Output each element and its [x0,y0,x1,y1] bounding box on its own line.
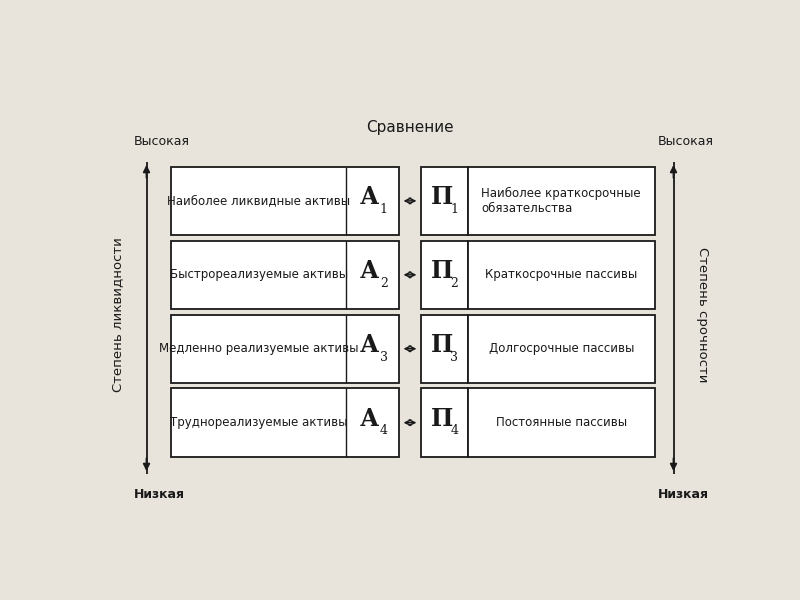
Bar [171,167,399,235]
Text: Высокая: Высокая [134,135,190,148]
Text: Медленно реализуемые активы: Медленно реализуемые активы [159,342,358,355]
Text: 3: 3 [450,350,458,364]
Text: 4: 4 [450,424,458,437]
Text: Постоянные пассивы: Постоянные пассивы [496,416,627,429]
Bar [468,167,655,235]
Bar [468,241,655,309]
Bar [468,388,655,457]
Text: Низкая: Низкая [658,488,709,501]
Text: А: А [360,185,379,209]
Text: Труднореализуемые активы: Труднореализуемые активы [170,416,347,429]
Text: 4: 4 [380,424,388,437]
Bar [421,167,468,235]
Bar [171,314,399,383]
Text: 2: 2 [380,277,387,290]
Text: Степень ликвидности: Степень ликвидности [111,237,124,392]
Text: А: А [360,407,379,431]
Text: А: А [360,259,379,283]
Text: Сравнение: Сравнение [366,120,454,135]
Bar [421,314,468,383]
Text: П: П [430,333,453,357]
Text: Степень срочности: Степень срочности [696,247,709,382]
Text: 1: 1 [450,203,458,216]
Text: 1: 1 [380,203,388,216]
Text: А: А [360,333,379,357]
Bar [171,241,399,309]
Text: П: П [430,185,453,209]
Text: Наиболее краткосрочные
обязательства: Наиболее краткосрочные обязательства [482,187,641,215]
Bar [468,314,655,383]
Text: П: П [430,259,453,283]
Text: Краткосрочные пассивы: Краткосрочные пассивы [485,268,638,281]
Bar [171,388,399,457]
Bar [421,388,468,457]
Text: 2: 2 [450,277,458,290]
Text: Высокая: Высокая [658,135,714,148]
Text: П: П [430,407,453,431]
Text: 3: 3 [380,350,388,364]
Text: Низкая: Низкая [134,488,185,501]
Bar [421,241,468,309]
Text: Долгосрочные пассивы: Долгосрочные пассивы [489,342,634,355]
Text: Наиболее ликвидные активы: Наиболее ликвидные активы [167,194,350,208]
Text: Быстрореализуемые активы: Быстрореализуемые активы [170,268,348,281]
